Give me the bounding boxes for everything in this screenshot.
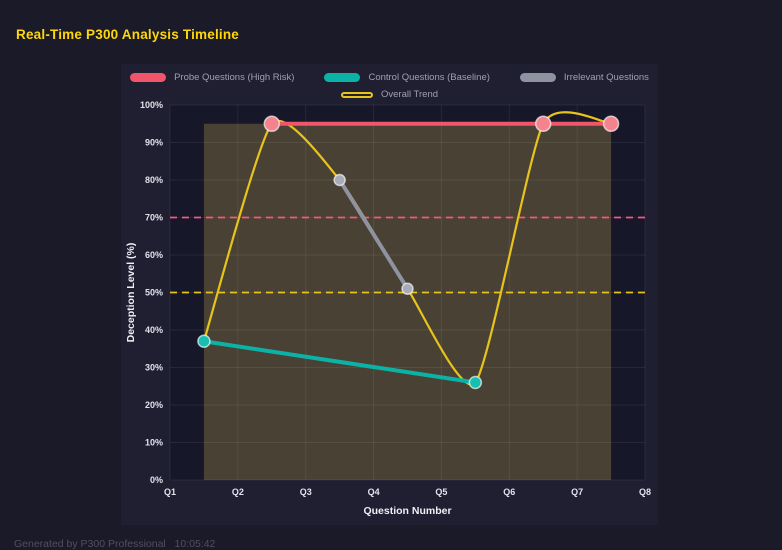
y-tick-label: 70% [145, 213, 163, 223]
y-tick-label: 20% [145, 400, 163, 410]
y-axis-title: Deception Level (%) [125, 243, 137, 343]
y-tick-label: 0% [150, 475, 163, 485]
data-point-probe-questions-high-risk [602, 115, 620, 132]
footer-note: Generated by P300 Professional 10:05:42 [14, 538, 216, 550]
data-point-control-questions-baseline [468, 375, 483, 390]
legend-item-probe-questions[interactable]: Probe Questions (High Risk) [130, 72, 294, 83]
data-point-control-questions-baseline [197, 334, 211, 348]
legend-item-overall-trend[interactable]: Overall Trend [340, 89, 439, 100]
legend-item-irrelevant-questions[interactable]: Irrelevant Questions [519, 72, 649, 83]
plot-svg: 0% 10% 20% 30% 40% 50% 60% 70% 80% 90% 100% Q1 Q2 Q3 Q… [125, 100, 651, 517]
x-tick-label: Q7 [571, 487, 583, 497]
y-tick-label: 30% [145, 363, 163, 373]
chart-panel: Probe Questions (High Risk) Control Ques… [121, 64, 658, 525]
legend-swatch-irrelevant-icon [519, 73, 556, 82]
y-tick-label: 40% [145, 325, 163, 335]
x-tick-label: Q6 [503, 487, 515, 497]
legend-swatch-probe-icon [130, 73, 167, 82]
series-line-irrelevant-questions [337, 178, 410, 291]
y-tick-label: 80% [145, 175, 163, 185]
data-point-irrelevant-questions [333, 173, 346, 187]
chart-legend-row-1: Probe Questions (High Risk) Control Ques… [121, 72, 658, 83]
x-tick-label: Q8 [639, 487, 651, 497]
series-line-control-questions-baseline [201, 339, 478, 385]
x-tick-label: Q2 [232, 487, 244, 497]
y-tick-label: 100% [140, 100, 163, 110]
legend-item-control-questions[interactable]: Control Questions (Baseline) [324, 72, 490, 83]
analysis-window-shade [203, 123, 612, 480]
legend-swatch-trend-icon [340, 91, 373, 98]
x-tick-label: Q1 [164, 487, 176, 497]
data-point-irrelevant-questions [401, 282, 414, 295]
y-tick-label: 10% [145, 438, 163, 448]
data-point-probe-questions-high-risk [534, 115, 552, 132]
y-tick-label: 90% [145, 138, 163, 148]
y-tick-label: 50% [145, 288, 163, 298]
chart-legend-row-2: Overall Trend [121, 89, 658, 100]
x-tick-label: Q4 [368, 487, 380, 497]
legend-label-irrelevant: Irrelevant Questions [563, 72, 649, 83]
x-tick-label: Q5 [435, 487, 447, 497]
legend-label-trend: Overall Trend [380, 89, 439, 100]
legend-label-control: Control Questions (Baseline) [368, 72, 490, 83]
x-axis-title: Question Number [363, 505, 451, 517]
x-tick-label: Q3 [300, 487, 312, 497]
page-title: Real-Time P300 Analysis Timeline [16, 27, 240, 42]
y-tick-label: 60% [145, 250, 163, 260]
legend-swatch-control-icon [324, 73, 361, 82]
data-point-probe-questions-high-risk [263, 115, 281, 132]
legend-label-probe: Probe Questions (High Risk) [174, 72, 295, 83]
